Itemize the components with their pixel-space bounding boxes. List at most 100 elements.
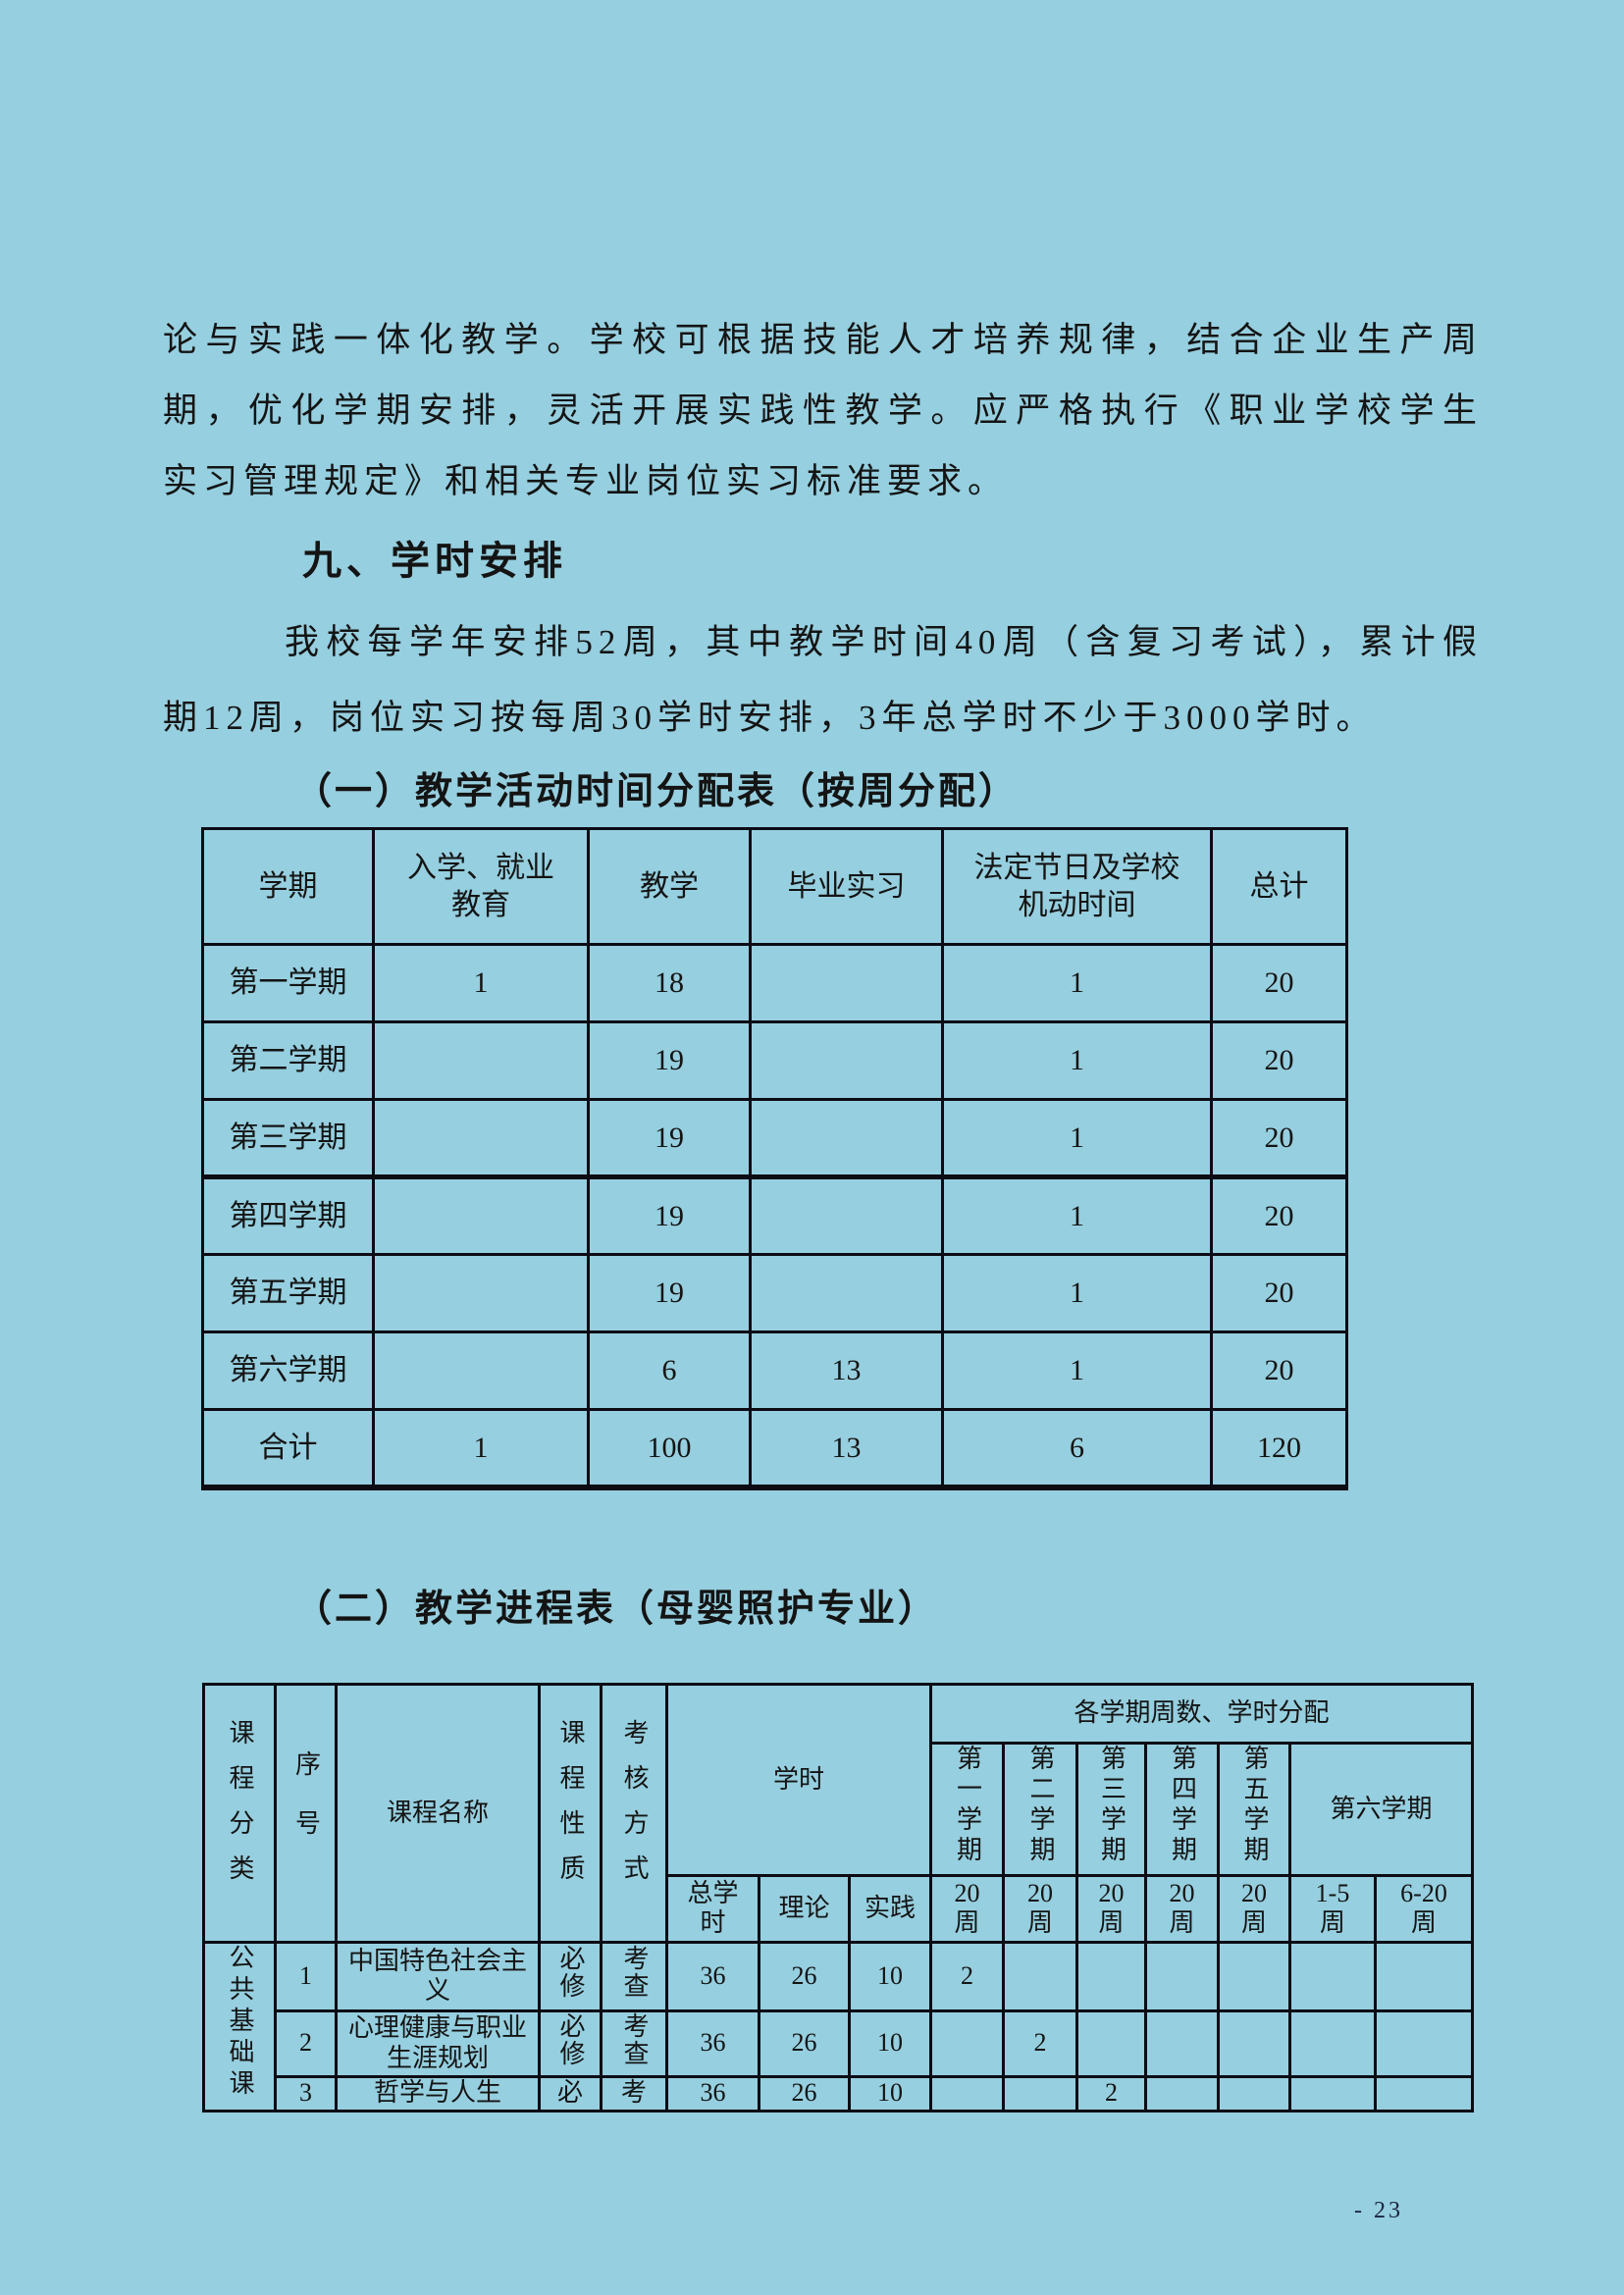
total-hours-cell: 36 xyxy=(665,2008,760,2078)
cell: 1 xyxy=(372,1408,590,1488)
cell: 6 xyxy=(587,1330,752,1411)
index-cell: 3 xyxy=(274,2074,338,2112)
semester-cell xyxy=(1217,2074,1291,2112)
course-row: 2 心理健康与职业 生涯规划 必修 考查 36 26 10 2 xyxy=(204,2008,1475,2078)
header-practice-hours: 实践 xyxy=(848,1873,932,1944)
table2-header-row1: 课程分类 序号 课程名称 课程性质 考核方式 学时 各学期周数、学时分配 xyxy=(202,1683,1475,1944)
cell: 18 xyxy=(587,943,752,1023)
cell xyxy=(749,943,944,1023)
semester-cell xyxy=(1144,1940,1220,2012)
theory-hours-cell: 26 xyxy=(758,2074,851,2112)
header-weeks: 20 周 xyxy=(1144,1873,1220,1944)
row-label: 合计 xyxy=(201,1408,375,1488)
nature-cell: 必修 xyxy=(538,2008,602,2078)
table1-header-total: 总计 xyxy=(1210,827,1348,946)
semester-cell xyxy=(1144,2008,1220,2078)
practice-hours-cell: 10 xyxy=(848,1940,932,2012)
header-semester-band: 各学期周数、学时分配 xyxy=(928,1683,1475,1745)
cell: 120 xyxy=(1210,1408,1348,1488)
cell: 19 xyxy=(587,1020,752,1101)
cell xyxy=(749,1020,944,1101)
row-label: 第一学期 xyxy=(201,943,375,1023)
semester-cell: 2 xyxy=(1075,2074,1147,2112)
header-semester-3: 第三学期 xyxy=(1075,1742,1147,1877)
section-heading: 九、学时安排 xyxy=(302,540,567,583)
header-semester-5: 第五学期 xyxy=(1217,1742,1291,1877)
header-semester-4: 第四学期 xyxy=(1144,1742,1220,1877)
row-label: 第四学期 xyxy=(201,1175,375,1256)
cell: 13 xyxy=(749,1330,944,1411)
paragraph-1: 论与实践一体化教学。学校可根据技能人才培养规律，结合企业生产周 期，优化学期安排… xyxy=(163,305,1483,517)
row-label: 第三学期 xyxy=(201,1098,375,1179)
course-name-cell: 中国特色社会主 义 xyxy=(335,1940,541,2012)
method-cell: 考查 xyxy=(600,2008,668,2078)
index-cell: 2 xyxy=(274,2008,338,2078)
row-label: 第五学期 xyxy=(201,1253,375,1333)
paragraph-line: 期12周，岗位实习按每周30学时安排，3年总学时不少于3000学时。 xyxy=(163,699,1377,737)
semester-cell xyxy=(1075,1940,1147,2012)
method-cell: 考 xyxy=(600,2074,668,2112)
header-weeks: 6-20 周 xyxy=(1373,1873,1475,1944)
time-allocation-table: 学期 入学、就业 教育 教学 毕业实习 法定节日及学校 机动时间 总计 第一学期… xyxy=(201,827,1348,1490)
cell: 19 xyxy=(587,1098,752,1179)
nature-cell: 必 xyxy=(538,2074,602,2112)
table-row: 第六学期 6 13 1 20 xyxy=(201,1330,1348,1411)
cell xyxy=(372,1175,590,1256)
header-course-name: 课程名称 xyxy=(335,1683,541,1944)
cell: 1 xyxy=(372,943,590,1023)
semester-cell xyxy=(1373,2008,1475,2078)
cell: 20 xyxy=(1210,1175,1348,1256)
cell xyxy=(372,1098,590,1179)
table-row: 第五学期 19 1 20 xyxy=(201,1253,1348,1333)
course-name-cell: 心理健康与职业 生涯规划 xyxy=(335,2008,541,2078)
header-weeks: 20 周 xyxy=(1002,1873,1078,1944)
cell: 20 xyxy=(1210,1020,1348,1101)
semester-cell xyxy=(1373,2074,1475,2112)
cell xyxy=(749,1253,944,1333)
course-row: 3 哲学与人生 必 考 36 26 10 2 xyxy=(204,2074,1475,2112)
theory-hours-cell: 26 xyxy=(758,2008,851,2078)
table1-header-holidays: 法定节日及学校 机动时间 xyxy=(941,827,1213,946)
row-label: 第二学期 xyxy=(201,1020,375,1101)
page-number: - 23 xyxy=(1354,2198,1403,2223)
table1-header-enrollment: 入学、就业 教育 xyxy=(372,827,590,946)
cell: 20 xyxy=(1210,1253,1348,1333)
cell: 20 xyxy=(1210,943,1348,1023)
paragraph-line: 我校每学年安排52周，其中教学时间40周（含复习考试），累计假 xyxy=(285,623,1483,661)
cell: 19 xyxy=(587,1175,752,1256)
table1-header-row: 学期 入学、就业 教育 教学 毕业实习 法定节日及学校 机动时间 总计 xyxy=(201,827,1348,946)
cell xyxy=(372,1330,590,1411)
cell: 1 xyxy=(941,1330,1213,1411)
cell: 1 xyxy=(941,1098,1213,1179)
table1-header-teaching: 教学 xyxy=(587,827,752,946)
cell: 13 xyxy=(749,1408,944,1488)
theory-hours-cell: 26 xyxy=(758,1940,851,2012)
paragraph-2: 我校每学年安排52周，其中教学时间40周（含复习考试），累计假 期12周，岗位实… xyxy=(163,604,1483,756)
header-weeks: 20 周 xyxy=(1217,1873,1291,1944)
cell: 6 xyxy=(941,1408,1213,1488)
semester-cell xyxy=(929,2074,1005,2112)
row-label: 第六学期 xyxy=(201,1330,375,1411)
paragraph-line: 期，优化学期安排，灵活开展实践性教学。应严格执行《职业学校学生 xyxy=(163,391,1483,430)
header-total-hours: 总学 时 xyxy=(665,1873,760,1944)
cell: 19 xyxy=(587,1253,752,1333)
cell xyxy=(372,1020,590,1101)
cell: 1 xyxy=(941,943,1213,1023)
semester-cell xyxy=(1217,2008,1291,2078)
table1-title: （一）教学活动时间分配表（按周分配） xyxy=(294,771,1020,812)
nature-cell: 必修 xyxy=(538,1940,602,2012)
semester-cell xyxy=(1002,2074,1078,2112)
table-row: 第二学期 19 1 20 xyxy=(201,1020,1348,1101)
header-index: 序号 xyxy=(274,1683,338,1944)
header-weeks: 20 周 xyxy=(929,1873,1005,1944)
index-cell: 1 xyxy=(274,1940,338,2012)
practice-hours-cell: 10 xyxy=(848,2008,932,2078)
cell: 20 xyxy=(1210,1098,1348,1179)
paragraph-line: 论与实践一体化教学。学校可根据技能人才培养规律，结合企业生产周 xyxy=(163,321,1483,359)
header-category: 课程分类 xyxy=(202,1683,277,1944)
total-hours-cell: 36 xyxy=(665,2074,760,2112)
semester-cell xyxy=(1288,2074,1377,2112)
semester-cell xyxy=(1144,2074,1220,2112)
cell xyxy=(749,1175,944,1256)
